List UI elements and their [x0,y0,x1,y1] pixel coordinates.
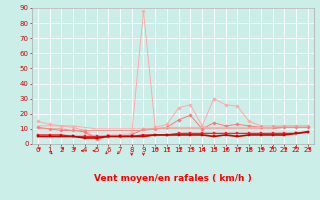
Text: Vent moyen/en rafales ( km/h ): Vent moyen/en rafales ( km/h ) [94,174,252,183]
